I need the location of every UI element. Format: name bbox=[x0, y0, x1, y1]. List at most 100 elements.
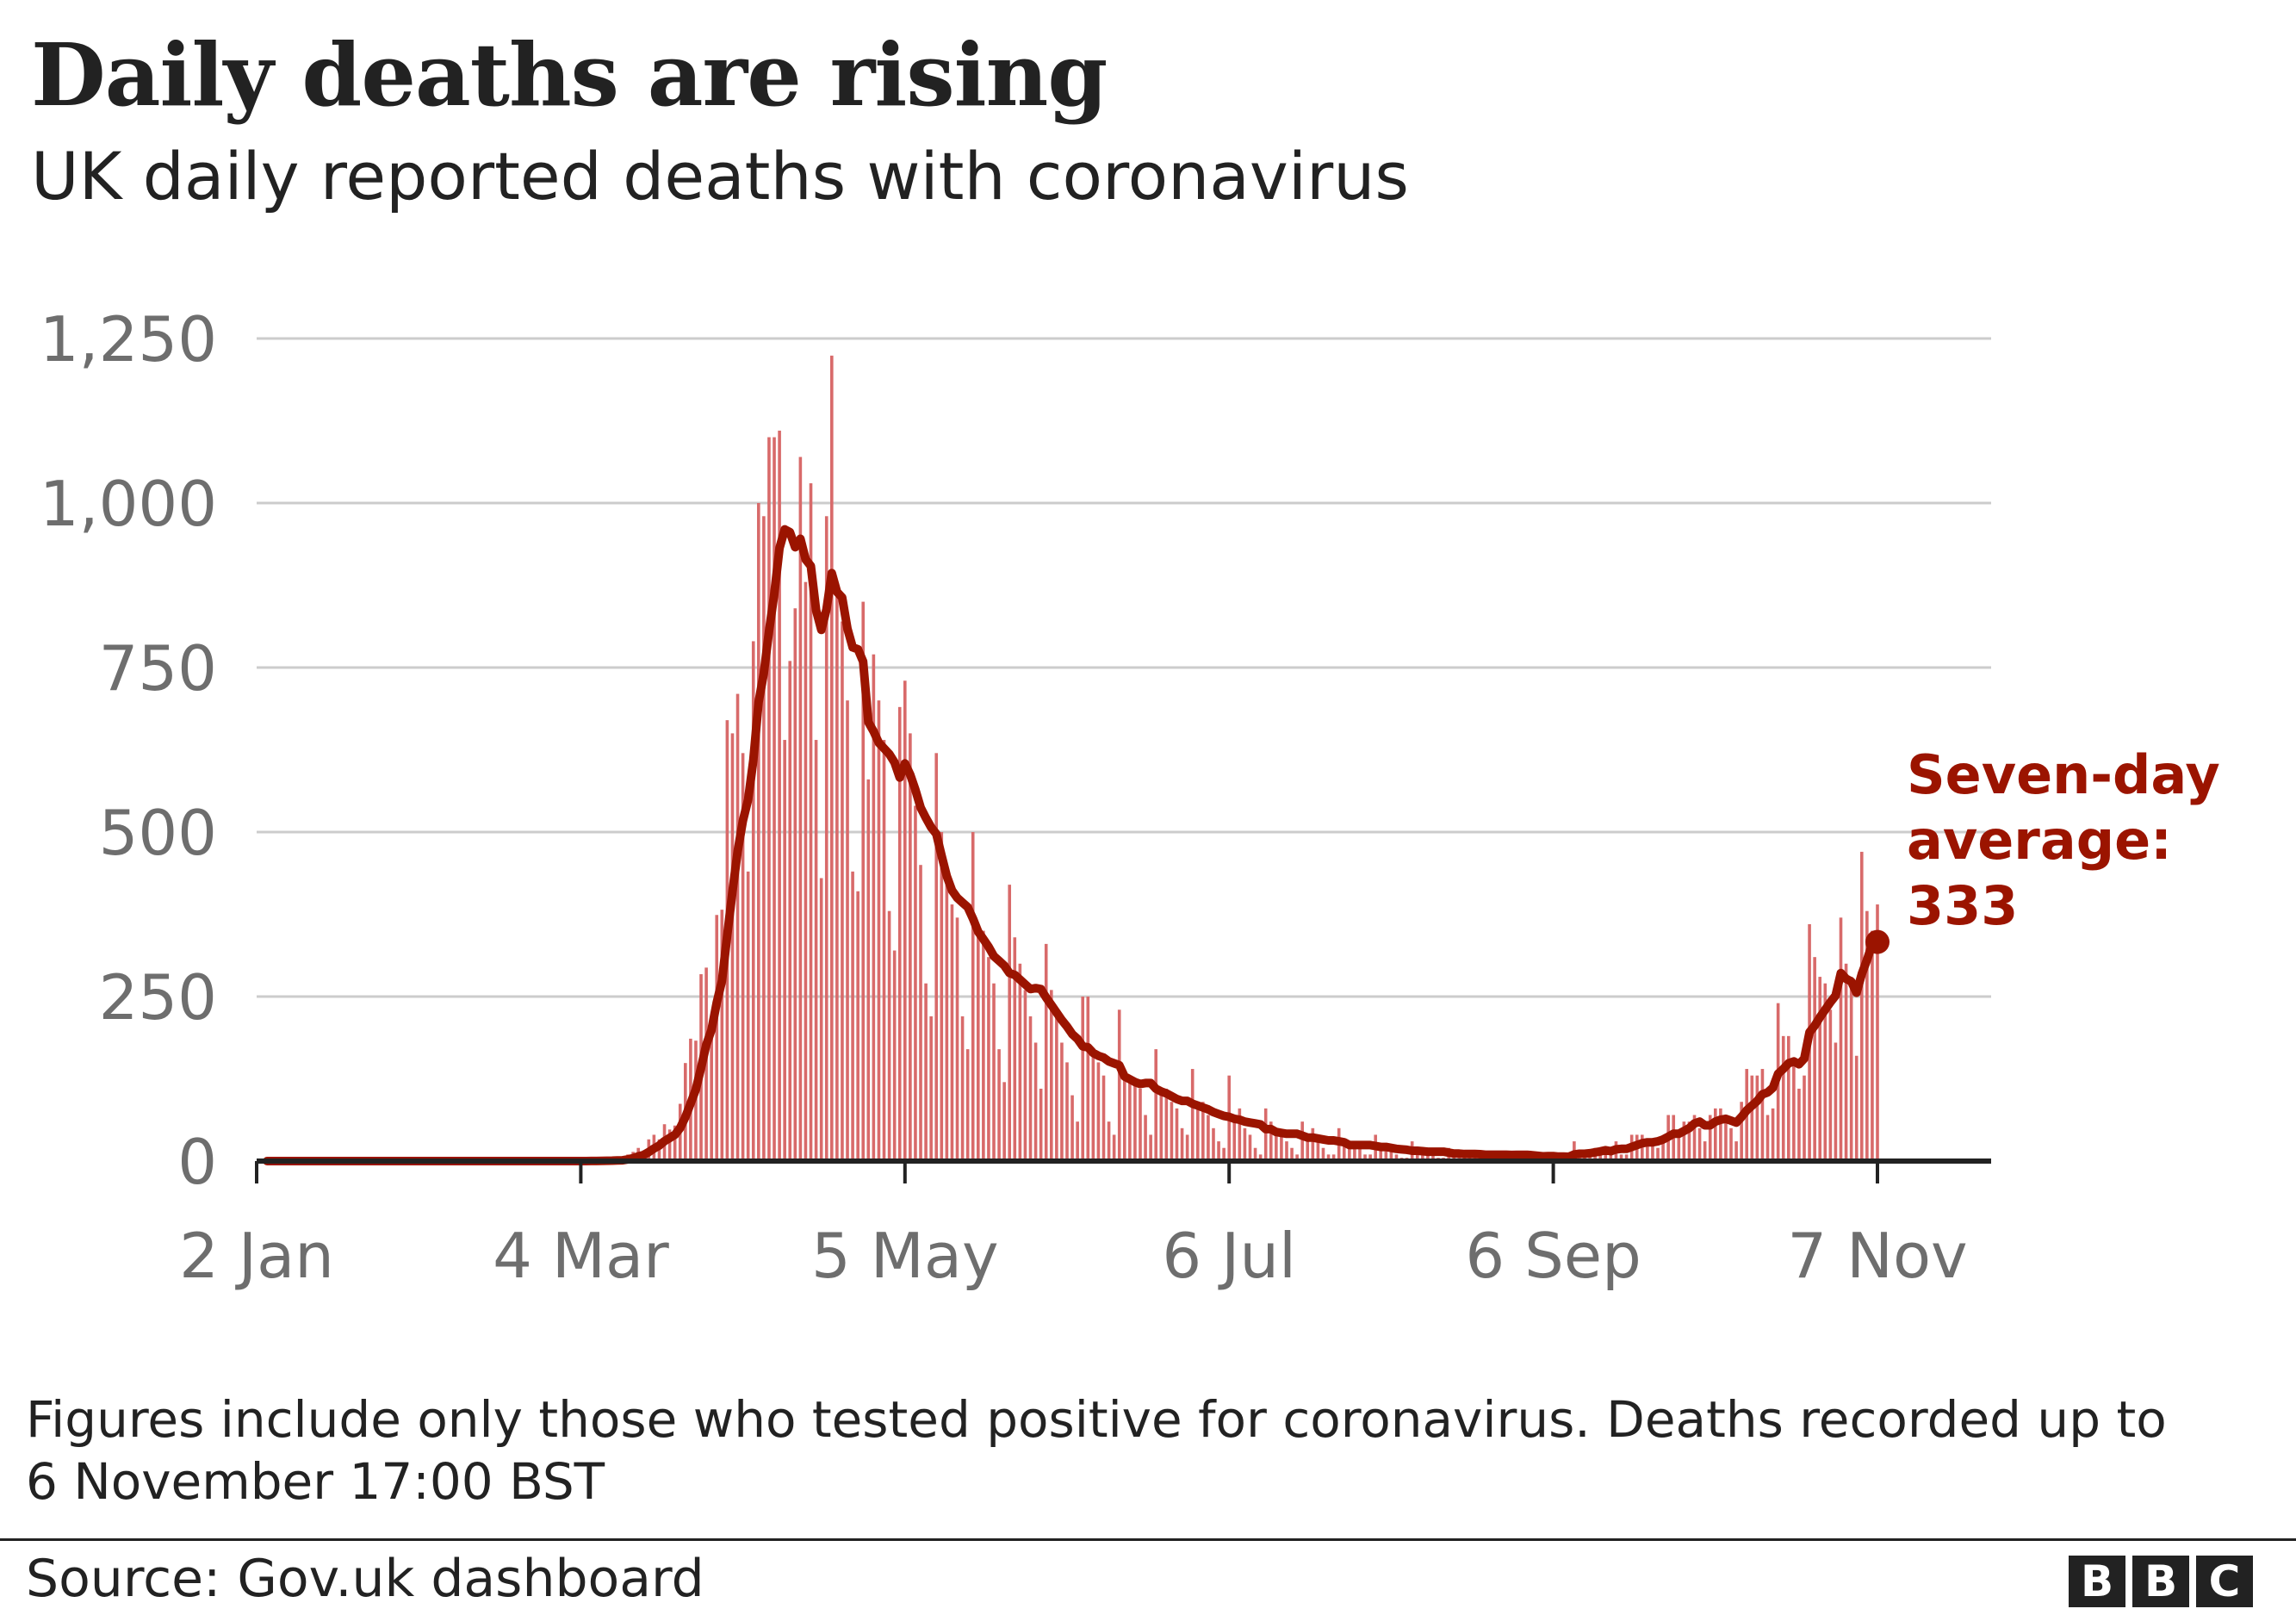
bar bbox=[1765, 1115, 1770, 1161]
bar bbox=[1263, 1108, 1268, 1161]
bar bbox=[1248, 1134, 1252, 1161]
bar bbox=[1065, 1062, 1069, 1161]
bar bbox=[1844, 963, 1848, 1161]
bar bbox=[762, 516, 766, 1161]
bar bbox=[1431, 1154, 1435, 1161]
bar bbox=[1008, 885, 1012, 1161]
bar bbox=[877, 700, 881, 1161]
bar bbox=[1243, 1127, 1247, 1161]
x-tick-label: 4 Mar bbox=[493, 1220, 669, 1292]
bar bbox=[1316, 1141, 1320, 1161]
bar bbox=[1389, 1147, 1393, 1161]
bar bbox=[1724, 1115, 1728, 1161]
bar bbox=[1101, 1075, 1106, 1161]
bar bbox=[1207, 1115, 1210, 1161]
bar bbox=[1714, 1108, 1717, 1161]
bar bbox=[1697, 1127, 1702, 1161]
bar bbox=[1039, 1088, 1043, 1161]
bar bbox=[1212, 1127, 1215, 1161]
y-tick-label: 500 bbox=[99, 797, 217, 869]
bar bbox=[1394, 1154, 1399, 1161]
bar bbox=[1687, 1121, 1691, 1161]
bar bbox=[1651, 1141, 1654, 1161]
bar bbox=[735, 693, 740, 1161]
gridlines bbox=[257, 337, 1991, 998]
bar bbox=[909, 733, 912, 1161]
bar bbox=[1311, 1127, 1315, 1161]
bar bbox=[1331, 1154, 1336, 1161]
bar bbox=[960, 1016, 965, 1161]
average-end-dot bbox=[1865, 929, 1890, 954]
bar bbox=[1854, 1055, 1859, 1161]
bar bbox=[804, 581, 808, 1161]
bar bbox=[1217, 1141, 1220, 1161]
bar bbox=[1849, 977, 1853, 1161]
bar bbox=[1280, 1134, 1283, 1161]
bar bbox=[1348, 1147, 1351, 1161]
bar bbox=[940, 832, 944, 1161]
y-tick-label: 250 bbox=[99, 961, 217, 1034]
bar bbox=[1624, 1154, 1629, 1161]
bar bbox=[1018, 963, 1022, 1161]
bar bbox=[1232, 1121, 1237, 1161]
bar bbox=[1682, 1121, 1686, 1161]
bar bbox=[1070, 1095, 1074, 1161]
footnote-line-1: Figures include only those who tested po… bbox=[26, 1390, 2167, 1449]
bar bbox=[1588, 1154, 1592, 1161]
chart-title: Daily deaths are rising bbox=[31, 24, 1108, 126]
bar bbox=[1013, 937, 1017, 1161]
bar bbox=[1363, 1154, 1367, 1161]
bar bbox=[1729, 1127, 1733, 1161]
bar bbox=[730, 733, 735, 1161]
x-tick-label: 5 May bbox=[811, 1220, 999, 1292]
bar bbox=[773, 437, 776, 1162]
bar bbox=[757, 503, 760, 1161]
bar bbox=[1818, 977, 1822, 1161]
bar bbox=[1044, 943, 1048, 1161]
x-axis bbox=[255, 1158, 1991, 1183]
bar bbox=[987, 957, 990, 1161]
y-tick-label: 750 bbox=[99, 632, 217, 705]
bar bbox=[1139, 1088, 1142, 1161]
bar bbox=[1149, 1134, 1152, 1161]
bar bbox=[1368, 1154, 1372, 1161]
bar bbox=[976, 923, 980, 1161]
x-tick-label: 6 Jul bbox=[1162, 1220, 1296, 1292]
bar bbox=[1760, 1069, 1765, 1161]
bar bbox=[1859, 851, 1864, 1161]
annotation-line-1: Seven-day bbox=[1907, 743, 2220, 806]
bar bbox=[1190, 1069, 1195, 1161]
bar bbox=[971, 832, 975, 1161]
footnote: Figures include only those who tested po… bbox=[26, 1388, 2167, 1513]
bar bbox=[819, 878, 823, 1161]
bar bbox=[1876, 904, 1879, 1161]
bar bbox=[1871, 930, 1874, 1161]
y-tick-label: 0 bbox=[177, 1126, 217, 1198]
bar bbox=[897, 706, 902, 1161]
bar bbox=[1133, 1082, 1137, 1161]
daily-bars bbox=[589, 355, 1879, 1162]
bar bbox=[1096, 1062, 1101, 1161]
bar bbox=[1834, 1042, 1838, 1161]
bar bbox=[1170, 1102, 1174, 1161]
bar bbox=[945, 878, 949, 1161]
bar bbox=[1823, 983, 1827, 1161]
bar bbox=[861, 601, 866, 1161]
bar bbox=[992, 983, 996, 1161]
bar bbox=[1379, 1147, 1383, 1161]
bar bbox=[1692, 1115, 1697, 1161]
footer-divider bbox=[0, 1538, 2296, 1541]
bar bbox=[814, 740, 818, 1161]
bar bbox=[1771, 1108, 1775, 1161]
bar bbox=[1358, 1147, 1362, 1161]
bar bbox=[851, 871, 854, 1161]
bar bbox=[982, 930, 985, 1161]
bar bbox=[1258, 1154, 1263, 1161]
bar bbox=[1023, 990, 1027, 1161]
bar bbox=[919, 865, 922, 1161]
bar bbox=[778, 430, 781, 1162]
bar bbox=[1238, 1108, 1242, 1161]
bar bbox=[1353, 1141, 1356, 1161]
bar bbox=[1703, 1141, 1707, 1161]
logo-letter: B bbox=[2069, 1556, 2125, 1607]
